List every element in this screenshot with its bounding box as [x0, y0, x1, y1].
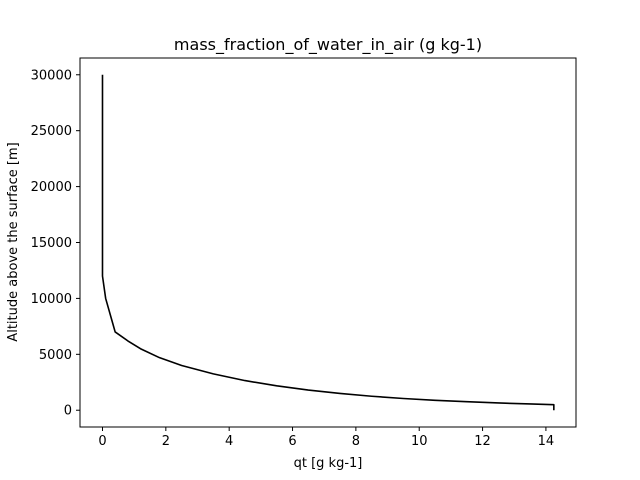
y-tick-label: 20000: [31, 180, 72, 195]
chart-title: mass_fraction_of_water_in_air (g kg-1): [174, 35, 482, 55]
series-line-0: [101, 74, 555, 411]
y-axis-label: Altitude above the surface [m]: [6, 142, 21, 341]
x-tick-label: 0: [98, 434, 106, 449]
y-tick-label: 30000: [31, 68, 72, 83]
y-tick-label: 25000: [31, 124, 72, 139]
y-tick-label: 15000: [31, 236, 72, 251]
x-tick-label: 2: [162, 434, 170, 449]
x-axis: 0 2 4 6 8 10 12 14: [98, 427, 554, 449]
plot-background: [80, 58, 576, 427]
x-tick-label: 14: [538, 434, 555, 449]
x-tick-label: 10: [411, 434, 428, 449]
series-layer: [101, 74, 555, 411]
x-tick-label: 8: [352, 434, 360, 449]
y-tick-label: 5000: [39, 348, 72, 363]
y-tick-label: 10000: [31, 292, 72, 307]
x-tick-label: 4: [225, 434, 233, 449]
y-axis: 0 5000 10000 15000 20000 25000 30000: [31, 68, 80, 419]
x-tick-label: 6: [288, 434, 296, 449]
x-axis-label: qt [g kg-1]: [294, 456, 363, 471]
y-tick-label: 0: [64, 404, 72, 419]
x-tick-label: 12: [474, 434, 491, 449]
